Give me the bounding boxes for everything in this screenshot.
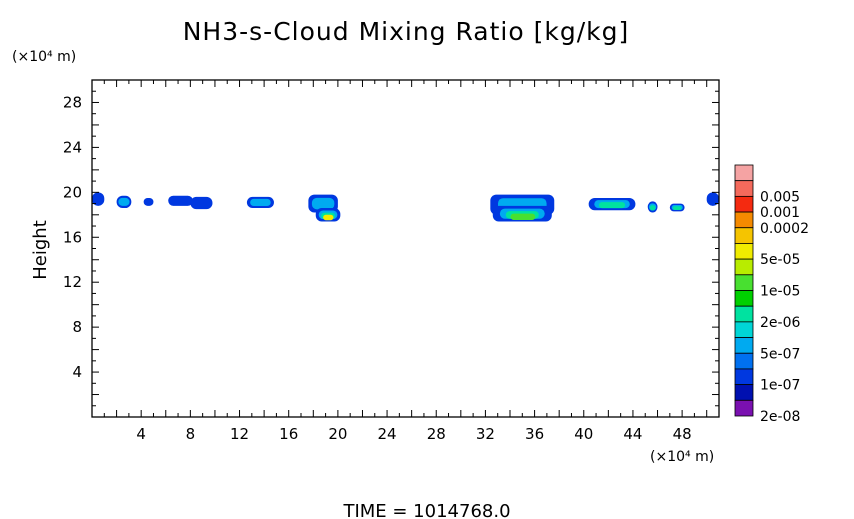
cloud-region xyxy=(143,197,154,206)
colorbar-swatch xyxy=(734,321,754,338)
x-tick-label: 48 xyxy=(673,425,692,443)
x-tick-label: 32 xyxy=(476,425,495,443)
x-tick-label: 12 xyxy=(230,425,249,443)
plot-frame xyxy=(91,79,720,418)
y-tick-label: 12 xyxy=(63,273,82,291)
footer-time: TIME = 1014768.0 xyxy=(342,501,510,519)
cloud-core xyxy=(311,197,335,210)
cloud-region xyxy=(492,205,552,222)
colorbar-label: 1e-07 xyxy=(760,378,800,394)
colorbar-label: 2e-06 xyxy=(760,315,800,331)
colorbar-swatch xyxy=(734,352,754,370)
colorbar-label: 1e-05 xyxy=(760,284,800,300)
colorbar-swatch xyxy=(734,180,754,197)
colorbar-swatch xyxy=(734,211,754,229)
cloud-region xyxy=(669,203,685,212)
cloud-core xyxy=(118,197,130,206)
colorbar-swatch xyxy=(734,164,754,182)
x-unit-label: (×10⁴ m) xyxy=(650,449,714,465)
y-tick-label: 8 xyxy=(72,318,82,336)
x-tick-label: 24 xyxy=(378,425,397,443)
x-tick-label: 8 xyxy=(186,425,196,443)
colorbar-swatch xyxy=(734,258,754,276)
cloud-region xyxy=(190,196,213,210)
y-tick-label: 20 xyxy=(63,183,82,201)
colorbar-swatch xyxy=(734,384,754,401)
x-tick-label: 44 xyxy=(623,425,642,443)
colorbar-swatch xyxy=(734,227,754,244)
colorbar-swatch xyxy=(734,368,754,386)
x-tick-label: 40 xyxy=(574,425,593,443)
colorbar-swatch xyxy=(734,195,754,213)
y-unit-label: (×10⁴ m) xyxy=(12,49,76,65)
colorbar-swatch xyxy=(734,337,754,354)
axis-ticks xyxy=(92,80,719,417)
chart-title: NH3-s-Cloud Mixing Ratio [kg/kg] xyxy=(183,17,630,46)
colorbar-label: 0.005 xyxy=(760,189,800,205)
colorbar-swatch xyxy=(734,274,754,291)
x-tick-label: 16 xyxy=(279,425,298,443)
colorbar-swatch xyxy=(734,290,754,307)
y-tick-label: 24 xyxy=(63,138,82,156)
x-tick-label: 4 xyxy=(136,425,146,443)
y-tick-label: 16 xyxy=(63,228,82,246)
x-tick-label: 28 xyxy=(427,425,446,443)
y-tick-labels: 4 8 12 16 20 24 28 xyxy=(63,93,82,381)
colorbar-label: 0.001 xyxy=(760,205,800,221)
cloud-region xyxy=(647,201,658,213)
y-tick-label: 28 xyxy=(63,93,82,111)
cloud-core xyxy=(673,206,682,211)
cloud-halo xyxy=(168,195,193,206)
colorbar-swatch xyxy=(734,399,754,417)
cloud-core xyxy=(649,205,656,211)
cloud-region xyxy=(92,192,105,206)
cloud-halo xyxy=(92,192,105,206)
x-tick-labels: 4 8 12 16 20 24 28 32 36 40 44 48 xyxy=(136,425,691,443)
cloud-region xyxy=(315,208,341,222)
x-tick-label: 36 xyxy=(525,425,544,443)
colorbar-label: 5e-05 xyxy=(760,252,800,268)
cloud-region xyxy=(706,192,719,206)
colorbar-swatch xyxy=(734,305,754,323)
colorbar-swatch xyxy=(734,243,754,260)
colorbar-label: 0.0002 xyxy=(760,221,809,237)
cloud-core xyxy=(598,202,626,209)
x-tick-label: 20 xyxy=(328,425,347,443)
cloud-halo xyxy=(706,192,719,206)
cloud-region xyxy=(246,196,274,209)
cloud-core xyxy=(250,198,271,207)
cloud-region xyxy=(588,197,636,211)
colorbar-label: 2e-08 xyxy=(760,409,800,425)
y-tick-label: 4 xyxy=(72,363,82,381)
y-axis-label: Height xyxy=(30,220,51,280)
cloud-halo xyxy=(190,196,213,210)
cloud-region xyxy=(168,195,193,206)
cloud-halo xyxy=(143,197,154,206)
cloud-regions xyxy=(92,192,719,222)
colorbar-label: 5e-07 xyxy=(760,346,800,362)
cloud-core xyxy=(323,214,334,221)
cloud-core xyxy=(510,213,536,220)
cloud-region xyxy=(116,195,132,209)
